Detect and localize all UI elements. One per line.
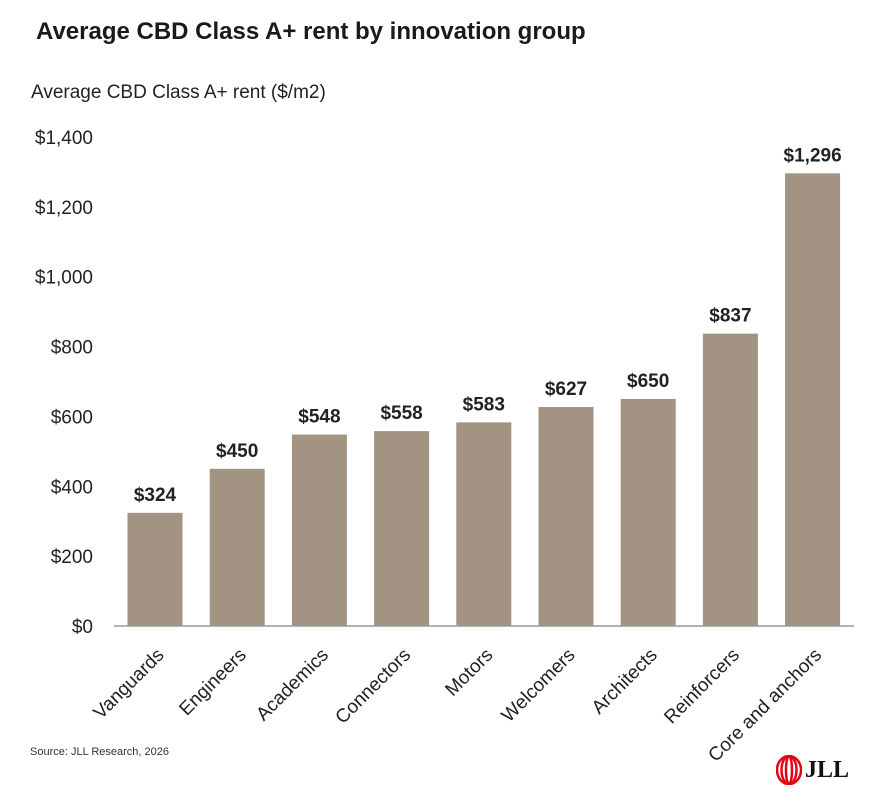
data-label: $548	[298, 407, 340, 428]
y-tick-label: $1,400	[35, 128, 93, 149]
x-tick-label: Architects	[588, 645, 662, 719]
bar-motors	[456, 422, 512, 626]
data-label: $583	[463, 394, 505, 415]
y-tick-label: $600	[51, 407, 93, 428]
chart-title: Average CBD Class A+ rent by innovation …	[36, 18, 586, 45]
x-tick-label: Reinforcers	[660, 645, 744, 729]
bar-architects	[620, 398, 676, 626]
bar-vanguards	[127, 512, 183, 626]
data-label: $627	[545, 379, 587, 400]
data-label: $324	[134, 485, 177, 506]
data-label: $1,296	[784, 145, 842, 166]
bar-welcomers	[538, 406, 594, 626]
y-axis-label: Average CBD Class A+ rent ($/m2)	[31, 82, 326, 103]
source-note: Source: JLL Research, 2026	[30, 746, 170, 758]
x-tick-label: Connectors	[332, 645, 416, 729]
bar-academics	[291, 434, 347, 626]
y-tick-label: $400	[51, 477, 93, 498]
x-tick-label: Academics	[252, 645, 333, 726]
data-label: $558	[380, 403, 422, 424]
jll-logo: JLL	[776, 755, 849, 785]
x-tick-label: Engineers	[175, 645, 250, 720]
bar-connectors	[374, 431, 430, 626]
data-label: $650	[627, 371, 669, 392]
x-tick-label: Vanguards	[90, 645, 169, 724]
y-tick-label: $200	[51, 547, 93, 568]
y-tick-label: $1,000	[35, 268, 93, 289]
bar-core-and-anchors	[785, 173, 841, 626]
bar-reinforcers	[702, 333, 758, 626]
x-tick-label: Motors	[441, 645, 497, 701]
data-label: $450	[216, 441, 258, 462]
y-tick-label: $800	[51, 338, 93, 359]
y-tick-label: $1,200	[35, 198, 93, 219]
bar-engineers	[209, 468, 265, 626]
jll-logo-icon	[776, 755, 802, 785]
x-tick-label: Welcomers	[498, 645, 580, 727]
y-tick-label: $0	[72, 617, 93, 638]
data-label: $837	[709, 306, 751, 327]
jll-logo-text: JLL	[805, 756, 850, 783]
